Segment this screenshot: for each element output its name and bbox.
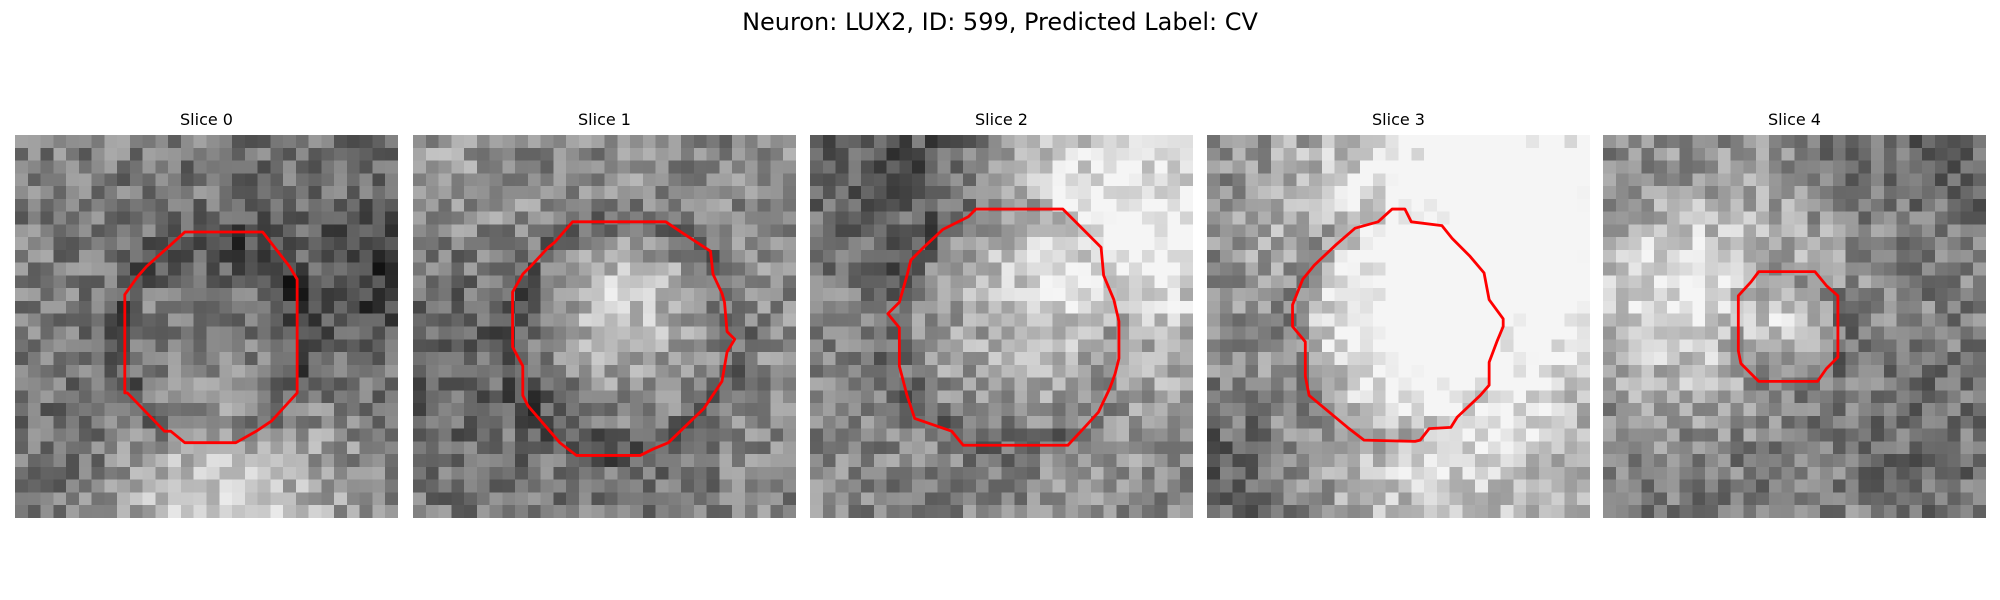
slice-image [810,135,1193,518]
slice-image [1207,135,1590,518]
roi-outline [1291,207,1505,443]
roi-outline [123,230,299,445]
pixel-grid [1603,135,1986,518]
slice-panel-2: Slice 2 [810,109,1193,519]
slice-panel-0: Slice 0 [15,109,398,519]
slice-title: Slice 2 [975,110,1028,129]
figure-title: Neuron: LUX2, ID: 599, Predicted Label: … [742,8,1258,36]
slice-image [1603,135,1986,518]
pixel-grid [810,135,1193,518]
pixel-grid [15,135,398,518]
roi-outline [886,207,1121,447]
slice-title: Slice 0 [180,110,233,129]
slice-image [15,135,398,518]
slice-title: Slice 3 [1372,110,1425,129]
pixel-grid [413,135,796,518]
slice-panel-3: Slice 3 [1207,109,1590,519]
slice-title: Slice 4 [1768,110,1821,129]
pixel-grid [1207,135,1590,518]
roi-outline [511,220,737,457]
slice-panel-1: Slice 1 [413,109,796,519]
slice-panel-4: Slice 4 [1603,109,1986,519]
roi-outline [1736,270,1840,383]
slice-title: Slice 1 [578,110,631,129]
slice-image [413,135,796,518]
